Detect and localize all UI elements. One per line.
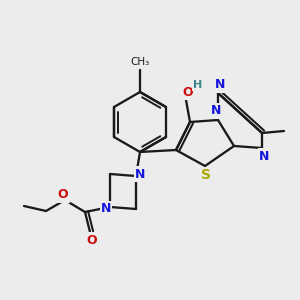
Text: N: N (101, 202, 111, 215)
Text: O: O (58, 188, 68, 202)
Text: N: N (259, 149, 269, 163)
Text: CH₃: CH₃ (130, 57, 150, 67)
Text: N: N (211, 104, 221, 118)
Text: O: O (87, 233, 97, 247)
Text: O: O (183, 85, 193, 98)
Text: N: N (215, 79, 225, 92)
Text: H: H (194, 80, 202, 90)
Text: S: S (201, 168, 211, 182)
Text: N: N (135, 167, 145, 181)
